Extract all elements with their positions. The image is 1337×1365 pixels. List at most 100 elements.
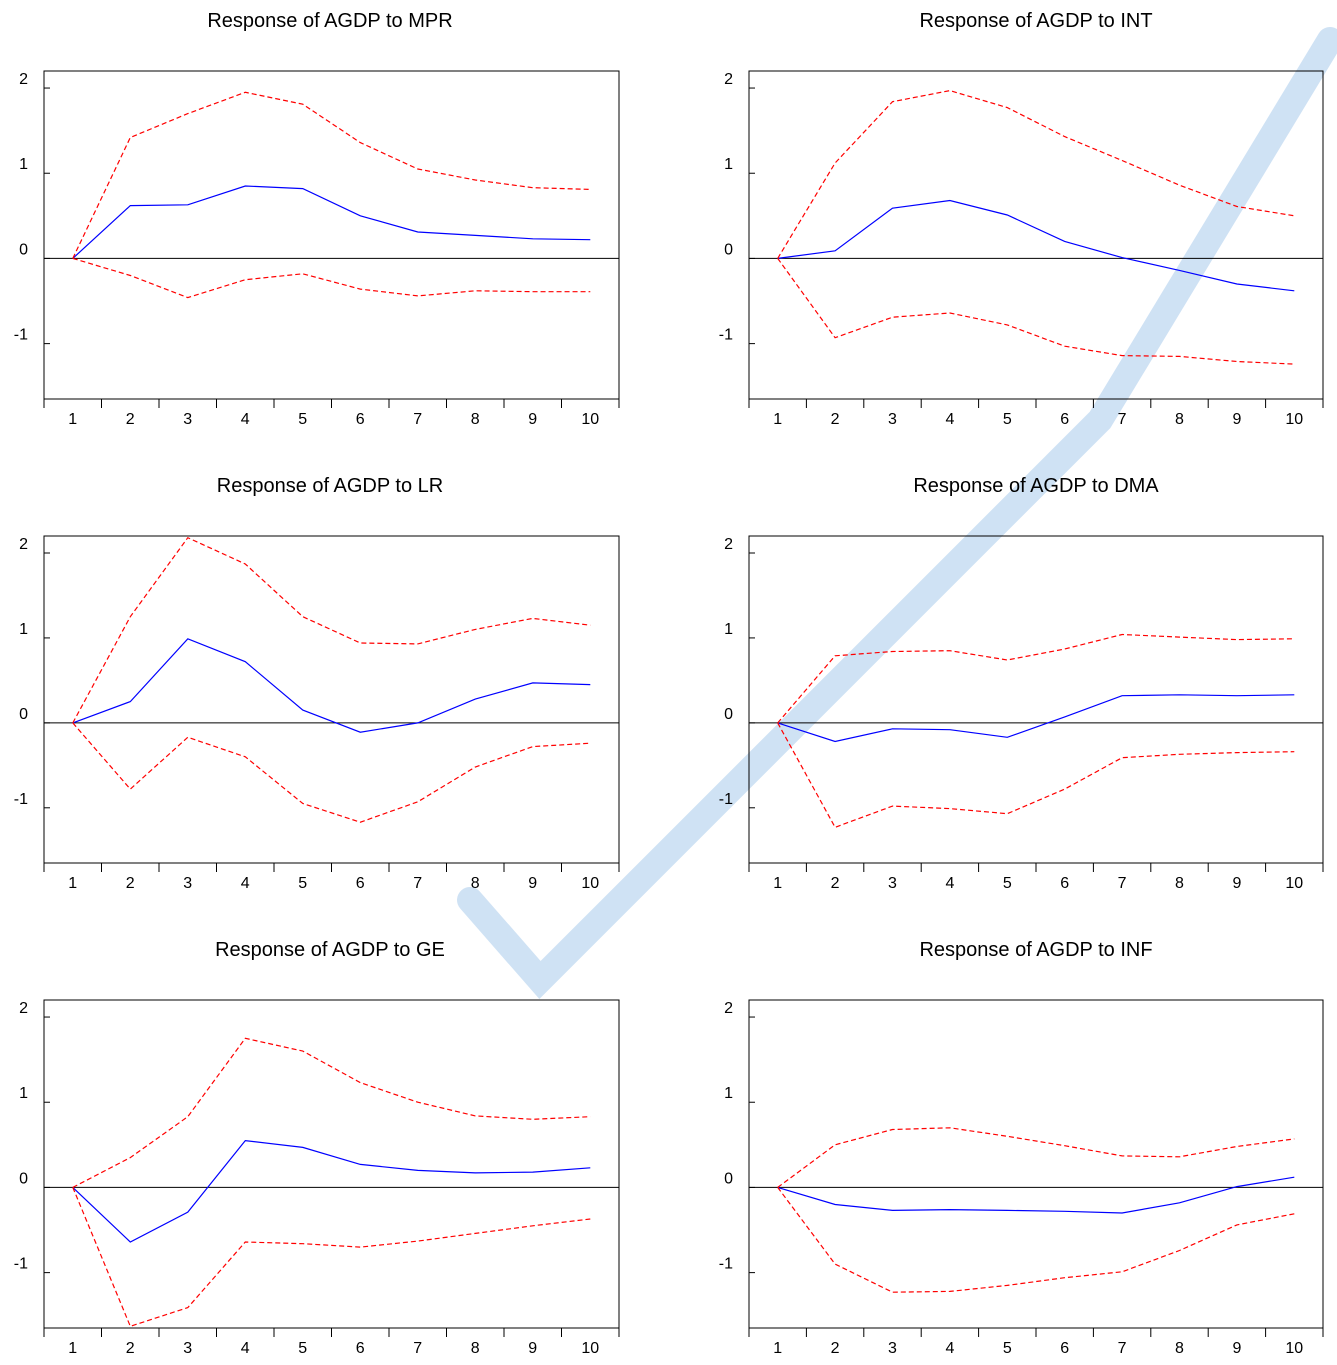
irf-panel-3: Response of AGDP to LR -1 0 1 2 1 2 3 4 5 6 7 8 9 10 (14, 475, 619, 892)
y-tick-label: 2 (724, 1000, 733, 1017)
x-tick-label: 3 (888, 1340, 897, 1357)
upper-band-line (73, 92, 591, 258)
x-tick-label: 7 (1118, 411, 1127, 428)
x-tick-label: 6 (356, 875, 365, 892)
y-tick-label: 2 (724, 536, 733, 553)
x-tick-label: 10 (1285, 411, 1303, 428)
x-tick-label: 1 (773, 875, 782, 892)
x-tick-label: 10 (1285, 1340, 1303, 1357)
lower-band-line (73, 1187, 591, 1326)
plot-frame (44, 1000, 619, 1328)
y-tick-label: 0 (19, 706, 28, 723)
x-tick-label: 7 (1118, 875, 1127, 892)
x-tick-label: 1 (68, 1340, 77, 1357)
y-tick-label: 1 (724, 621, 733, 638)
y-tick-label: 0 (19, 1170, 28, 1187)
x-tick-label: 8 (1175, 1340, 1184, 1357)
impulse-response-line (73, 639, 591, 732)
watermark-stroke (470, 40, 1330, 980)
x-tick-label: 5 (298, 1340, 307, 1357)
plot-frame (44, 71, 619, 399)
x-tick-label: 5 (298, 875, 307, 892)
x-tick-label: 9 (528, 875, 537, 892)
x-tick-label: 5 (1003, 875, 1012, 892)
y-tick-label: -1 (14, 791, 28, 808)
plot-frame (44, 536, 619, 863)
plot-frame (749, 1000, 1323, 1328)
x-tick-label: 8 (471, 1340, 480, 1357)
x-tick-label: 5 (298, 411, 307, 428)
y-tick-label: 1 (19, 156, 28, 173)
y-tick-label: 1 (19, 1085, 28, 1102)
y-tick-label: -1 (14, 327, 28, 344)
panel-title: Response of AGDP to DMA (913, 475, 1159, 497)
x-tick-label: 4 (241, 875, 250, 892)
x-tick-label: 8 (1175, 411, 1184, 428)
x-tick-label: 7 (413, 875, 422, 892)
y-tick-label: -1 (14, 1256, 28, 1273)
x-tick-label: 5 (1003, 1340, 1012, 1357)
x-tick-label: 4 (945, 875, 954, 892)
x-tick-label: 4 (945, 1340, 954, 1357)
x-tick-label: 3 (183, 875, 192, 892)
y-tick-label: 1 (724, 1085, 733, 1102)
x-tick-label: 9 (528, 1340, 537, 1357)
irf-panel-1: Response of AGDP to MPR -1 0 1 2 1 2 3 4 5 6 7 8 9 10 (14, 10, 619, 428)
x-tick-label: 3 (183, 411, 192, 428)
plot-frame (749, 71, 1323, 399)
x-tick-label: 9 (1232, 1340, 1241, 1357)
x-tick-label: 7 (413, 411, 422, 428)
impulse-response-line (73, 1141, 591, 1242)
x-tick-label: 1 (68, 875, 77, 892)
y-tick-label: -1 (719, 791, 733, 808)
irf-panel-5: Response of AGDP to GE -1 0 1 2 1 2 3 4 5 6 7 8 9 10 (14, 939, 619, 1357)
x-tick-label: 4 (241, 411, 250, 428)
x-tick-label: 8 (471, 411, 480, 428)
lower-band-line (73, 723, 591, 822)
x-tick-label: 3 (888, 875, 897, 892)
x-tick-label: 4 (945, 411, 954, 428)
x-tick-label: 9 (1232, 875, 1241, 892)
watermark (470, 40, 1330, 980)
lower-band-line (73, 258, 591, 297)
x-tick-label: 3 (183, 1340, 192, 1357)
x-tick-label: 2 (126, 875, 135, 892)
x-tick-label: 6 (1060, 1340, 1069, 1357)
x-tick-label: 6 (356, 1340, 365, 1357)
panel-title: Response of AGDP to INT (919, 10, 1152, 32)
x-tick-label: 8 (471, 875, 480, 892)
x-tick-label: 10 (581, 1340, 599, 1357)
y-tick-label: 2 (724, 71, 733, 88)
y-tick-label: 2 (19, 71, 28, 88)
x-tick-label: 6 (1060, 411, 1069, 428)
x-tick-label: 2 (831, 875, 840, 892)
y-tick-label: 0 (724, 706, 733, 723)
x-tick-label: 3 (888, 411, 897, 428)
impulse-response-line (778, 1177, 1295, 1213)
panel-title: Response of AGDP to LR (217, 475, 443, 497)
x-tick-label: 10 (581, 411, 599, 428)
irf-panel-4: Response of AGDP to DMA -1 0 1 2 1 2 3 4 5 6 7 8 9 10 (719, 475, 1323, 892)
x-tick-label: 5 (1003, 411, 1012, 428)
x-tick-label: 2 (831, 411, 840, 428)
y-tick-label: 1 (19, 621, 28, 638)
y-tick-label: 0 (19, 241, 28, 258)
x-tick-label: 7 (413, 1340, 422, 1357)
lower-band-line (778, 258, 1295, 364)
x-tick-label: 2 (831, 1340, 840, 1357)
x-tick-label: 7 (1118, 1340, 1127, 1357)
y-tick-label: 2 (19, 1000, 28, 1017)
x-tick-label: 2 (126, 1340, 135, 1357)
x-tick-label: 1 (773, 411, 782, 428)
lower-band-line (778, 723, 1295, 827)
x-tick-label: 6 (1060, 875, 1069, 892)
y-tick-label: 0 (724, 241, 733, 258)
x-tick-label: 9 (528, 411, 537, 428)
panel-title: Response of AGDP to MPR (207, 10, 452, 32)
x-tick-label: 10 (581, 875, 599, 892)
x-tick-label: 4 (241, 1340, 250, 1357)
panel-title: Response of AGDP to GE (215, 939, 445, 961)
x-tick-label: 9 (1232, 411, 1241, 428)
